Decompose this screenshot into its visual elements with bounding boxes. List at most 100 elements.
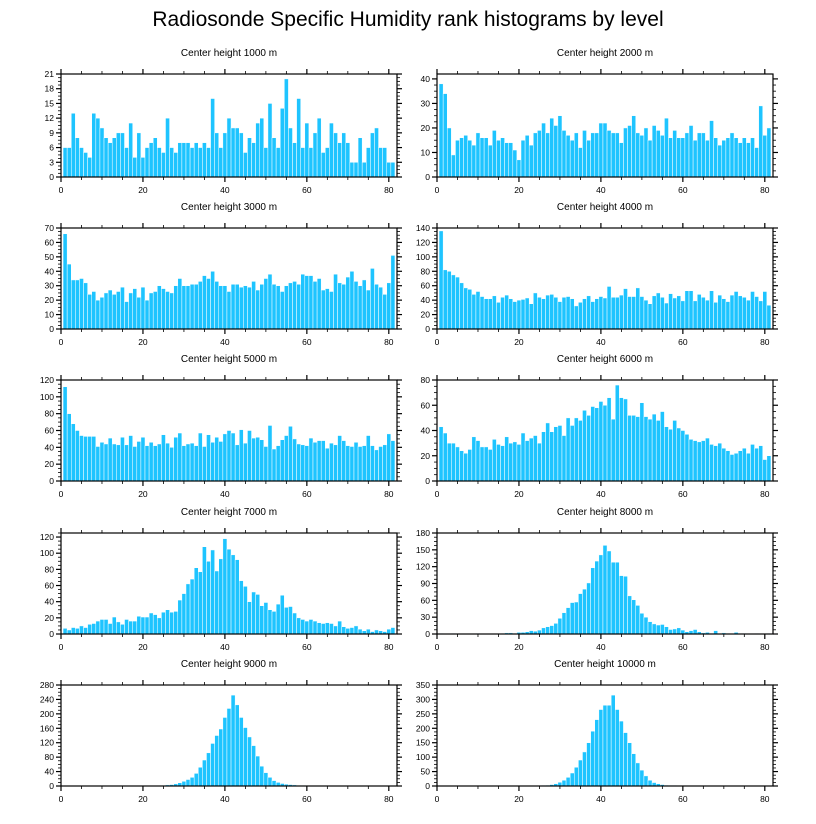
histogram-bar: [541, 431, 546, 482]
y-tick-label: 120: [40, 532, 54, 542]
histogram-bar: [226, 708, 232, 787]
histogram-bar: [75, 430, 80, 482]
histogram-bar: [569, 772, 575, 787]
histogram-bar: [516, 159, 522, 178]
histogram-bar: [557, 425, 563, 482]
histogram-bar: [251, 142, 256, 178]
histogram-bar: [651, 125, 657, 178]
histogram-bar: [541, 122, 546, 178]
histogram-bar: [271, 137, 277, 178]
panel-6: Center height 6000 m 0 20 40 60 80 0 20 40 60 80: [421, 354, 778, 499]
histogram-bar: [664, 626, 669, 635]
histogram-bar: [545, 294, 550, 330]
histogram-bar: [198, 571, 203, 635]
histogram-bar: [304, 275, 310, 330]
histogram-bar: [247, 286, 252, 330]
x-tick-label: 20: [138, 185, 148, 195]
histogram-bar: [95, 620, 101, 635]
y-tick-label: 21: [45, 69, 55, 79]
histogram-bar: [537, 297, 542, 330]
x-tick-label: 0: [435, 642, 440, 652]
histogram-bar: [128, 292, 133, 330]
histogram-bar: [442, 93, 448, 178]
histogram-bar: [672, 130, 677, 178]
x-tick-label: 80: [760, 794, 770, 804]
histogram-bar: [492, 130, 497, 178]
x-tick-label: 0: [59, 337, 64, 347]
histogram-bar: [619, 294, 624, 330]
histogram-bar: [516, 444, 522, 482]
histogram-bar: [766, 304, 772, 330]
histogram-bar: [173, 611, 179, 635]
histogram-bar: [300, 147, 306, 178]
histogram-bar: [255, 594, 260, 635]
histogram-bar: [189, 442, 195, 482]
histogram-bar: [279, 291, 285, 330]
y-tick-label: 120: [416, 562, 430, 572]
histogram-bar: [639, 402, 645, 482]
histogram-bar: [586, 415, 591, 482]
histogram-bar: [312, 620, 318, 635]
histogram-bar: [582, 410, 587, 482]
histogram-bar: [390, 162, 396, 178]
histogram-bar: [210, 271, 215, 330]
y-tick-label: 70: [45, 223, 55, 233]
histogram-bar: [676, 427, 682, 482]
histogram-bar: [713, 445, 718, 482]
histogram-bar: [386, 162, 392, 178]
histogram-bar: [308, 437, 314, 482]
histogram-bar: [451, 154, 456, 178]
histogram-bar: [107, 623, 113, 635]
histogram-bar: [345, 628, 351, 635]
histogram-bar: [733, 291, 739, 330]
histogram-bar: [345, 276, 351, 330]
histogram-bar: [614, 297, 620, 330]
histogram-bar: [185, 583, 191, 635]
histogram-bar: [173, 285, 179, 330]
y-tick-label: 18: [45, 84, 55, 94]
histogram-bar: [569, 602, 575, 635]
histogram-bar: [655, 420, 661, 482]
y-tick-label: 120: [40, 375, 54, 385]
histogram-bar: [161, 288, 166, 330]
histogram-bar: [446, 127, 452, 178]
histogram-bar: [111, 137, 117, 178]
histogram-bar: [320, 440, 326, 482]
y-tick-label: 80: [45, 752, 55, 762]
histogram-bar: [148, 442, 154, 482]
histogram-bar: [284, 285, 289, 330]
histogram-bar: [390, 627, 396, 635]
histogram-bar: [202, 446, 207, 482]
histogram-bar: [647, 418, 653, 482]
y-tick-label: 0: [425, 172, 430, 182]
histogram-bar: [553, 125, 559, 178]
histogram-bar: [696, 132, 702, 178]
histogram-bar: [647, 621, 653, 635]
x-tick-label: 80: [384, 794, 394, 804]
histogram-bar: [275, 147, 281, 178]
histogram-bar: [66, 263, 72, 330]
panel-title: Center height 9000 m: [181, 659, 277, 670]
histogram-bar: [366, 289, 371, 330]
histogram-bar: [333, 444, 338, 482]
histogram-bar: [627, 415, 632, 482]
histogram-bar: [623, 398, 628, 482]
histogram-bar: [357, 446, 363, 482]
x-tick-label: 80: [760, 489, 770, 499]
histogram-bar: [382, 444, 388, 482]
histogram-bar: [705, 139, 710, 178]
histogram-bar: [206, 561, 211, 635]
histogram-bar: [647, 303, 653, 330]
histogram-bar: [83, 282, 88, 330]
histogram-bar: [222, 285, 228, 330]
y-tick-label: 0: [49, 476, 54, 486]
histogram-bar: [66, 629, 72, 635]
histogram-bar: [541, 298, 546, 330]
histogram-bar: [446, 442, 452, 482]
histogram-bar: [614, 709, 620, 787]
histogram-bar: [668, 428, 673, 482]
histogram-bar: [271, 611, 277, 635]
plot-frame: [436, 73, 774, 178]
histogram-bar: [312, 281, 318, 330]
histogram-bar: [103, 443, 109, 482]
